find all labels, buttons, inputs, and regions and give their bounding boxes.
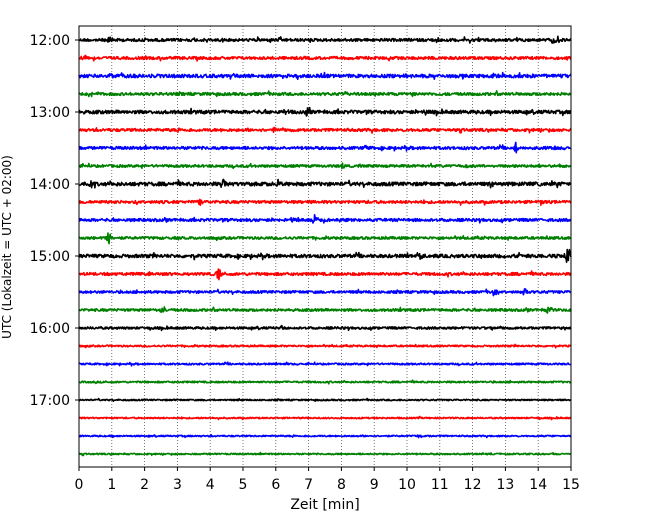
trace-1645 [78,379,572,385]
x-tick-label: 2 [140,477,149,493]
trace-1215 [78,54,572,62]
trace-1630 [78,361,572,367]
x-tick-label: 4 [206,477,215,493]
trace-1300 [78,106,572,117]
plot-frame [78,25,572,468]
trace-1715 [78,415,572,421]
trace-1200 [78,35,572,44]
trace-1545 [78,306,572,314]
x-tick-label: 11 [431,477,449,493]
x-tick-label: 5 [239,477,248,493]
x-axis: 0 1 2 3 4 5 6 7 8 9 10 11 12 13 14 15 [75,467,580,493]
trace-1330 [78,141,572,154]
x-tick-label: 6 [271,477,280,493]
x-tick-label: 9 [370,477,379,493]
trace-1500 [78,248,572,263]
x-axis-label: Zeit [min] [290,497,359,513]
x-tick-label: 3 [173,477,182,493]
trace-1415 [78,198,572,206]
trace-1430 [78,214,572,224]
y-tick-label: 13:00 [30,105,70,121]
trace-1600 [78,324,572,332]
y-axis-label: UTC (Lokalzeit = UTC + 02:00) [0,155,14,339]
trace-1615 [78,343,572,349]
trace-1700 [78,397,572,402]
y-tick-label: 12:00 [30,33,70,49]
traces [78,35,572,457]
x-tick-label: 10 [398,477,416,493]
trace-1745 [78,451,572,457]
x-tick-label: 7 [304,477,313,493]
trace-1530 [78,288,572,297]
trace-1315 [78,126,572,134]
trace-1445 [78,232,572,245]
trace-1230 [78,71,572,81]
x-tick-label: 0 [75,477,84,493]
y-tick-label: 14:00 [30,177,70,193]
y-tick-label: 17:00 [30,393,70,409]
x-tick-label: 15 [562,477,580,493]
trace-1245 [78,90,572,98]
y-tick-label: 16:00 [30,321,70,337]
trace-1345 [78,162,572,170]
x-tick-label: 8 [337,477,346,493]
x-tick-label: 14 [529,477,547,493]
trace-1730 [78,434,572,439]
y-axis: 12:00 13:00 14:00 15:00 16:00 17:00 [30,33,79,409]
y-tick-label: 15:00 [30,249,70,265]
x-tick-label: 1 [107,477,116,493]
plot-area [79,26,571,467]
x-tick-label: 12 [464,477,482,493]
trace-1400 [78,178,572,189]
x-tick-label: 13 [496,477,514,493]
trace-1515 [78,268,572,281]
